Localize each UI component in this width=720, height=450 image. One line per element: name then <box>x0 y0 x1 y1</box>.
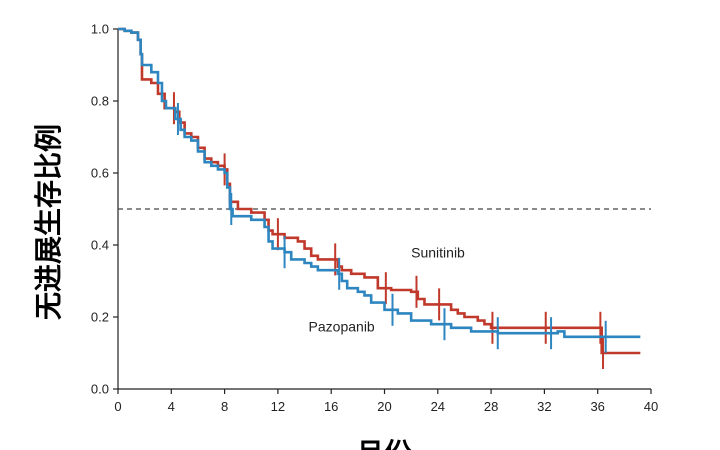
y-tick-label: 0.2 <box>91 310 109 325</box>
series-layer <box>118 27 641 369</box>
y-tick-label: 0.0 <box>91 382 109 397</box>
y-tick-label: 1.0 <box>91 22 109 37</box>
series-annotation: Sunitinib <box>411 245 465 261</box>
y-tick-label: 0.8 <box>91 94 109 109</box>
y-tick-label: 0.6 <box>91 166 109 181</box>
pazopanib-curve <box>118 27 641 339</box>
y-tick-label: 0.4 <box>91 238 109 253</box>
y-axis-title: 无进展生存比例 <box>32 124 65 320</box>
x-ticks: 0 4 8 12 16 20 24 28 32 36 40 <box>114 389 658 414</box>
x-axis-title: 月份 <box>355 437 412 450</box>
x-tick-label: 8 <box>221 399 228 414</box>
annotation-layer: Sunitinib Pazopanib <box>309 245 466 335</box>
x-tick-label: 40 <box>644 399 658 414</box>
series-annotation: Pazopanib <box>309 318 375 334</box>
y-ticks: 0.0 0.2 0.4 0.6 0.8 1.0 <box>91 22 118 397</box>
x-tick-label: 20 <box>377 399 391 414</box>
x-tick-label: 0 <box>114 399 121 414</box>
x-tick-label: 16 <box>324 399 338 414</box>
x-tick-label: 4 <box>168 399 175 414</box>
x-tick-label: 24 <box>431 399 445 414</box>
sunitinib-curve <box>118 27 641 355</box>
x-tick-label: 12 <box>271 399 285 414</box>
x-tick-label: 36 <box>590 399 604 414</box>
x-tick-label: 28 <box>484 399 498 414</box>
x-tick-label: 32 <box>537 399 551 414</box>
